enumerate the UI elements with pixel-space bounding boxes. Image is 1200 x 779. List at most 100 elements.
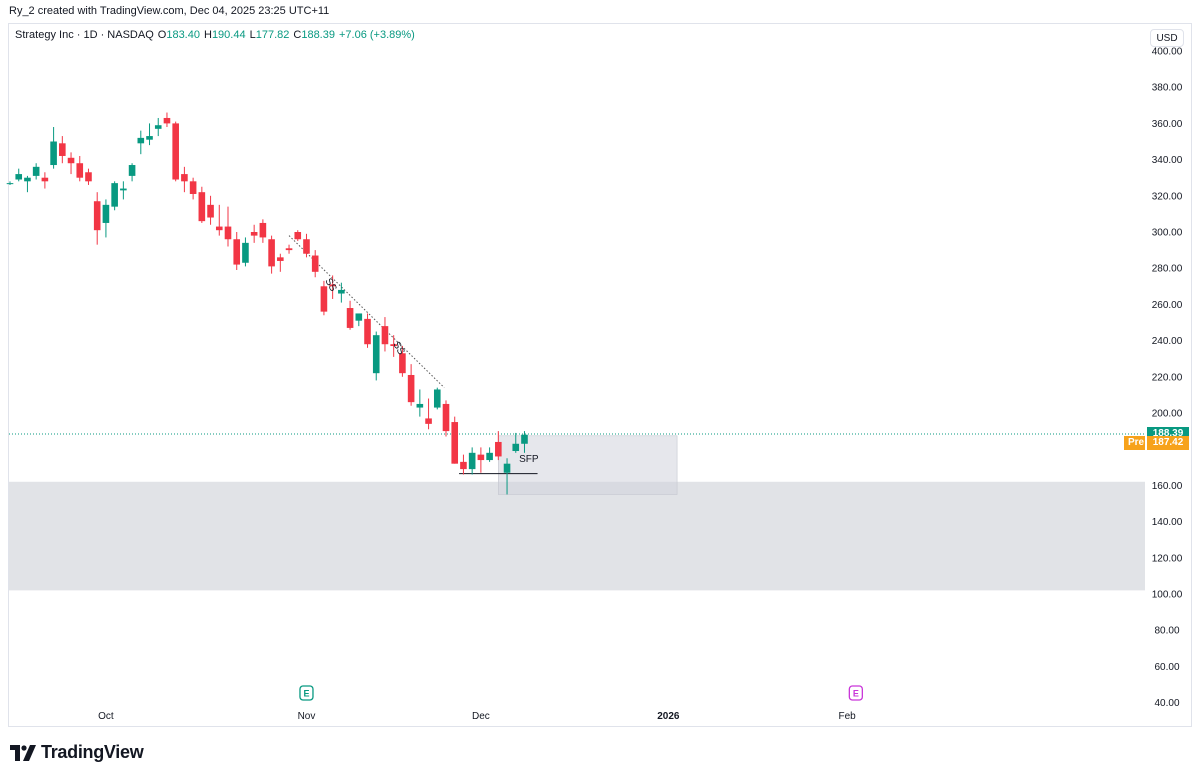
candle xyxy=(242,237,249,267)
candle xyxy=(364,313,371,348)
candle xyxy=(268,235,275,274)
candle xyxy=(372,331,380,381)
candle xyxy=(390,335,397,357)
price-tick-label: 400.00 xyxy=(1152,47,1183,58)
candle xyxy=(198,186,206,223)
earnings-icon-frame xyxy=(848,685,863,701)
price-tick-label: 280.00 xyxy=(1152,264,1183,275)
candle-body xyxy=(259,222,267,238)
close-label: C xyxy=(293,29,302,41)
candle-body xyxy=(486,452,493,461)
open-label: O xyxy=(157,29,167,41)
candle xyxy=(355,313,363,327)
candle xyxy=(425,398,432,430)
candle xyxy=(294,230,302,242)
candle-body xyxy=(355,313,363,321)
candle-body xyxy=(442,403,450,432)
candle-body xyxy=(512,443,520,452)
candle xyxy=(329,275,336,299)
candle-body xyxy=(233,239,241,265)
candle-body xyxy=(50,141,57,166)
price-tick-label: 240.00 xyxy=(1152,336,1183,347)
candle-body xyxy=(67,157,75,164)
price-tick-label: 300.00 xyxy=(1152,228,1183,239)
candle-body xyxy=(154,125,162,129)
candle xyxy=(207,195,214,225)
earnings-icon[interactable]: E xyxy=(299,685,314,701)
tradingview-icon xyxy=(10,744,36,761)
price-tick-label: 340.00 xyxy=(1152,155,1183,166)
candle xyxy=(416,389,424,417)
candle-body xyxy=(407,374,415,403)
candle-body xyxy=(372,335,380,374)
candle-body xyxy=(433,389,441,408)
candle-body xyxy=(120,188,127,191)
low-label: L xyxy=(249,29,256,41)
earnings-icon-glyph: E xyxy=(853,689,859,699)
candle xyxy=(41,172,49,189)
candle xyxy=(233,232,241,271)
candle-body xyxy=(468,452,476,470)
candle xyxy=(259,219,267,243)
change-value: +7.06 (+3.89%) xyxy=(338,29,415,41)
candle xyxy=(338,282,345,303)
candle xyxy=(189,177,197,200)
candle xyxy=(346,300,354,330)
annotation-label: SFP xyxy=(519,454,539,465)
candle xyxy=(512,432,520,453)
candle-body xyxy=(76,163,84,178)
candle-body xyxy=(521,434,528,444)
low-value: 177.82 xyxy=(255,29,290,41)
candle-body xyxy=(451,422,459,464)
candle xyxy=(154,117,162,137)
candle-body xyxy=(311,255,319,272)
time-tick-label: Feb xyxy=(839,711,857,722)
candle xyxy=(433,387,441,410)
candle-body xyxy=(399,353,406,374)
candle-body xyxy=(416,403,424,408)
candle xyxy=(137,130,145,155)
price-tick-label: 140.00 xyxy=(1152,517,1183,528)
earnings-icon-frame xyxy=(299,685,314,701)
candle-body xyxy=(268,239,275,267)
candle xyxy=(50,127,57,169)
candle xyxy=(495,431,502,461)
candle-body xyxy=(15,174,23,180)
candle-body xyxy=(477,454,485,461)
candle-body xyxy=(495,441,502,457)
candle-body xyxy=(285,248,293,251)
candle-body xyxy=(294,232,302,240)
time-axis: Oct Nov Dec 2026 Feb xyxy=(98,711,856,722)
candle xyxy=(172,121,179,182)
tradingview-logo[interactable]: TradingView xyxy=(10,742,144,763)
candle-body xyxy=(111,183,118,207)
candle-body xyxy=(181,174,188,182)
candle xyxy=(24,175,31,193)
demand-zone-2 xyxy=(498,435,678,495)
candle-body xyxy=(346,308,354,328)
candle xyxy=(521,431,528,453)
candle xyxy=(277,253,284,272)
price-tick-label: 220.00 xyxy=(1152,372,1183,383)
earnings-icon[interactable]: E xyxy=(848,685,863,701)
candle-body xyxy=(85,172,92,182)
candle-body xyxy=(189,181,197,194)
price-axis: 400.00 380.00 360.00 340.00 320.00 300.00 280.… xyxy=(1152,47,1183,710)
candle-body xyxy=(59,143,66,156)
price-tick-label: 360.00 xyxy=(1152,119,1183,130)
high-label: H xyxy=(203,29,212,41)
candle-body xyxy=(338,289,345,294)
currency-button[interactable]: USD xyxy=(1150,29,1184,47)
chart-pane[interactable] xyxy=(8,23,1192,727)
zones-layer xyxy=(9,435,1145,591)
price-tick-label: 260.00 xyxy=(1152,300,1183,311)
candles-layer xyxy=(6,112,528,495)
price-tick-label: 200.00 xyxy=(1152,409,1183,420)
candle-body xyxy=(137,137,145,144)
candle xyxy=(59,136,66,164)
time-tick-label: Oct xyxy=(98,711,114,722)
time-tick-label: 2026 xyxy=(657,711,680,722)
premarket-label: Pre xyxy=(1124,435,1145,450)
symbol-title[interactable]: Strategy Inc · 1D · NASDAQ xyxy=(15,29,154,41)
